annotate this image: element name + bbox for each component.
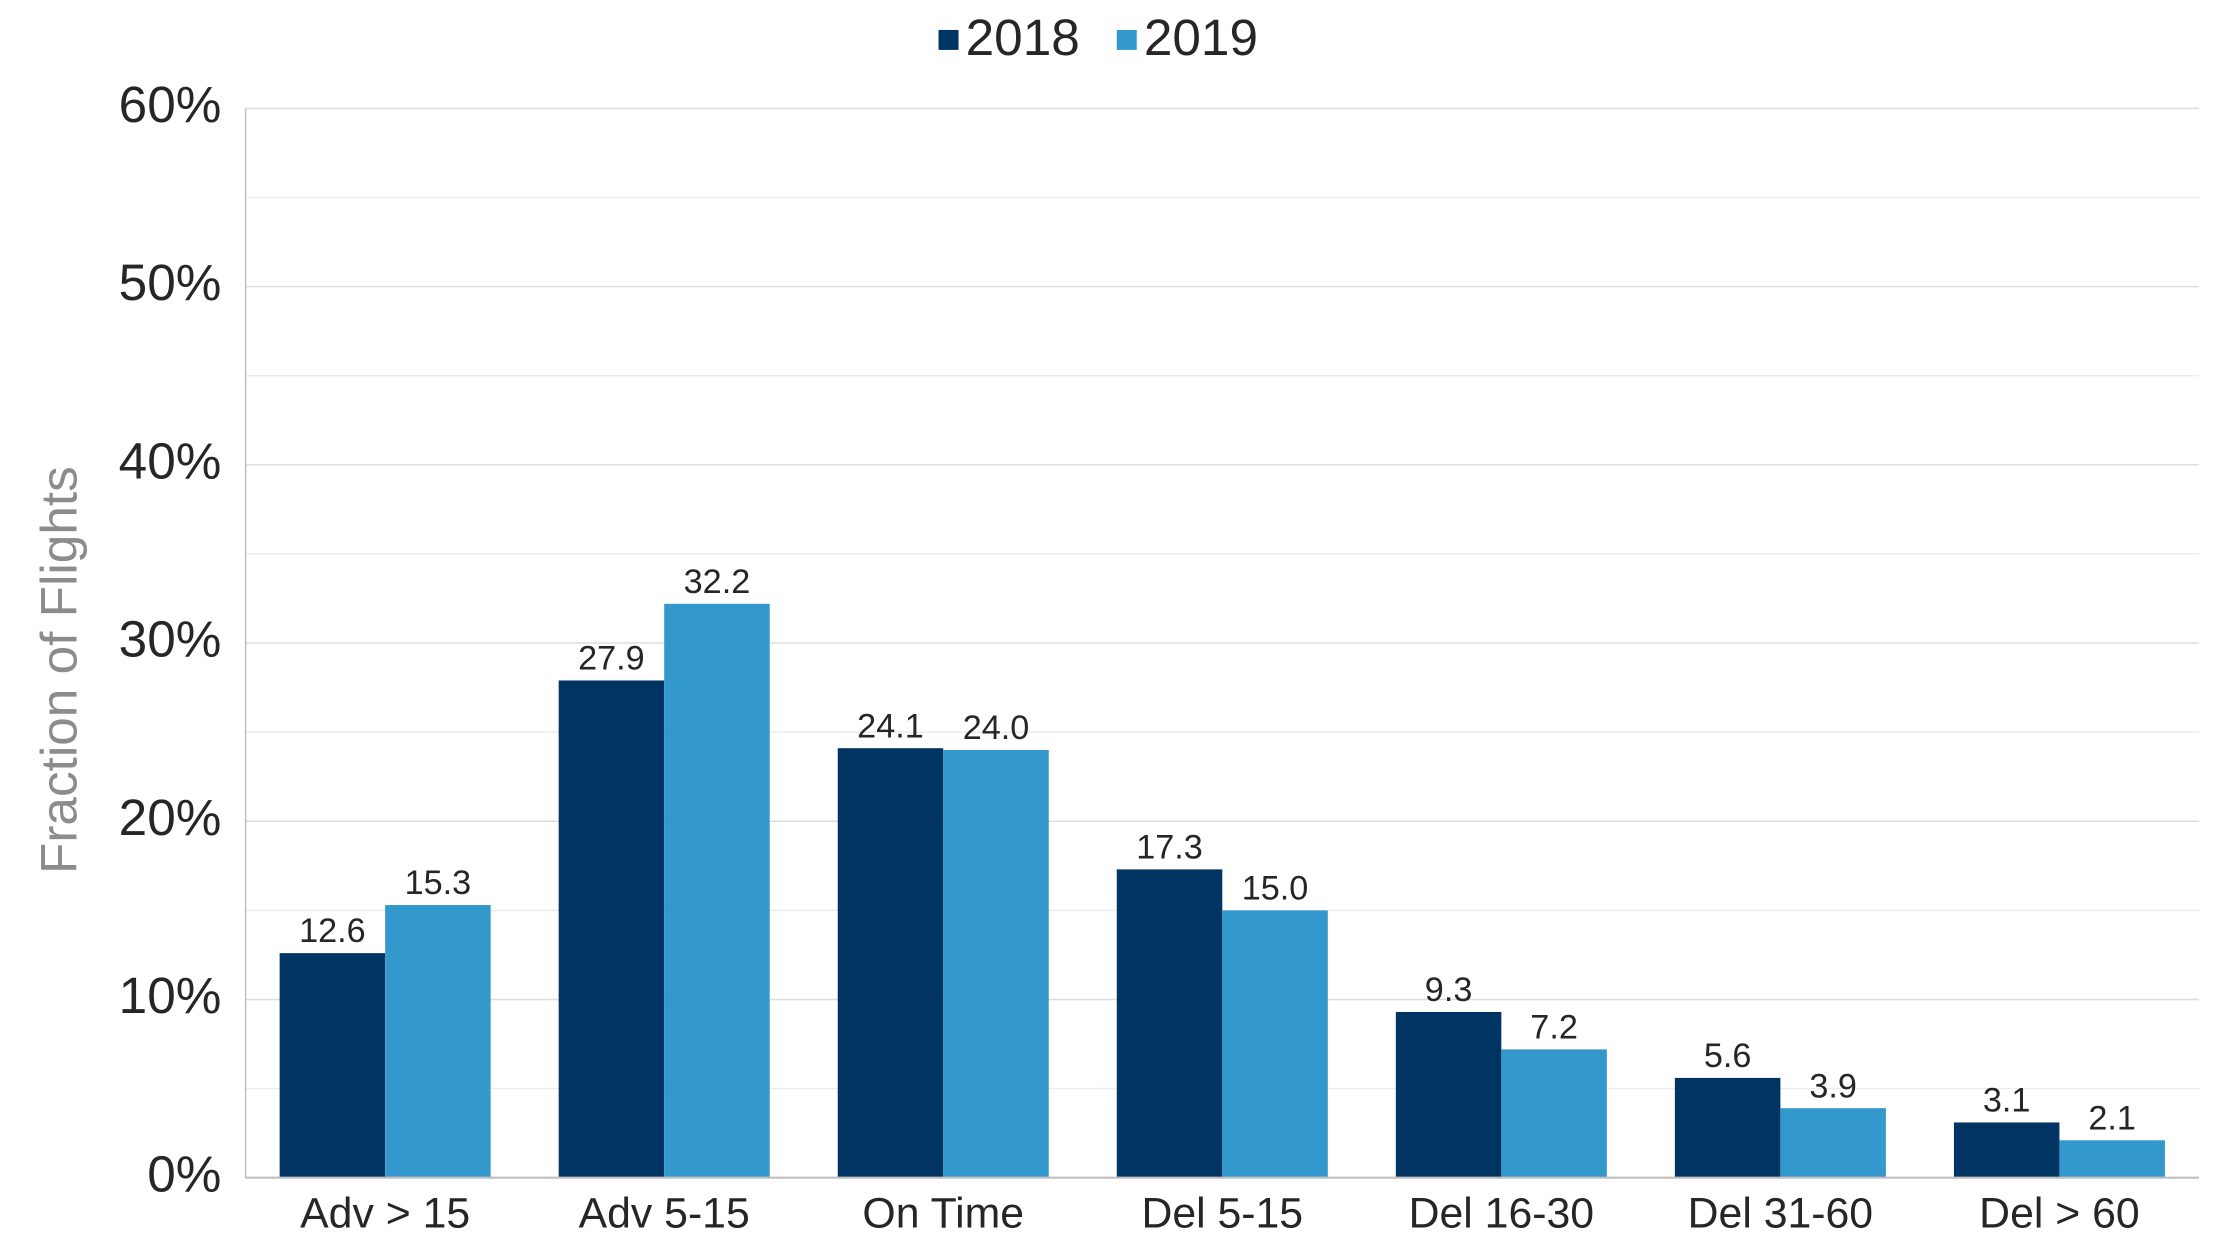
value-label: 24.1	[857, 707, 924, 745]
value-label: 15.0	[1242, 869, 1309, 907]
value-label: 3.9	[1809, 1067, 1857, 1105]
value-label: 27.9	[578, 640, 645, 678]
value-label: 5.6	[1704, 1037, 1752, 1075]
x-tick-label: Adv > 15	[300, 1190, 470, 1238]
x-tick-label: On Time	[862, 1190, 1024, 1238]
bar	[1222, 910, 1328, 1178]
value-label: 17.3	[1136, 828, 1203, 866]
y-tick-label: 60%	[119, 76, 222, 133]
x-tick-label: Del 31-60	[1688, 1190, 1873, 1238]
x-tick-label: Del 5-15	[1141, 1190, 1303, 1238]
value-label: 32.2	[684, 563, 751, 601]
value-label: 2.1	[2088, 1099, 2136, 1137]
bar	[1674, 1077, 1781, 1178]
bar	[664, 603, 770, 1178]
value-label: 24.0	[963, 709, 1030, 747]
bar	[385, 905, 491, 1178]
bar	[1953, 1122, 2060, 1178]
x-tick-label: Adv 5-15	[579, 1190, 750, 1238]
x-tick-label: Del > 60	[1979, 1190, 2139, 1238]
value-label: 7.2	[1530, 1008, 1578, 1046]
bar	[1780, 1108, 1886, 1178]
bar	[943, 749, 1049, 1178]
y-tick-label: 30%	[119, 611, 222, 668]
y-tick-label: 10%	[119, 967, 222, 1024]
value-label: 15.3	[405, 864, 472, 902]
x-tick-label: Del 16-30	[1409, 1190, 1594, 1238]
bar	[2059, 1140, 2165, 1178]
legend-label: 2018	[966, 9, 1080, 66]
legend-swatch	[1116, 29, 1137, 50]
value-label: 3.1	[1983, 1082, 2031, 1120]
y-tick-label: 20%	[119, 789, 222, 846]
value-label: 12.6	[299, 912, 366, 950]
bar	[558, 680, 665, 1178]
bar	[837, 748, 944, 1178]
bar	[279, 953, 386, 1178]
bar	[1116, 869, 1223, 1178]
legend-label: 2019	[1144, 9, 1258, 66]
y-tick-label: 0%	[147, 1145, 221, 1202]
bar	[1501, 1049, 1607, 1178]
bar	[1395, 1011, 1502, 1178]
value-label: 9.3	[1425, 971, 1473, 1009]
y-tick-label: 40%	[119, 432, 222, 489]
y-axis-label: Fraction of Flights	[31, 466, 88, 874]
y-tick-label: 50%	[119, 254, 222, 311]
legend-swatch	[938, 29, 959, 50]
